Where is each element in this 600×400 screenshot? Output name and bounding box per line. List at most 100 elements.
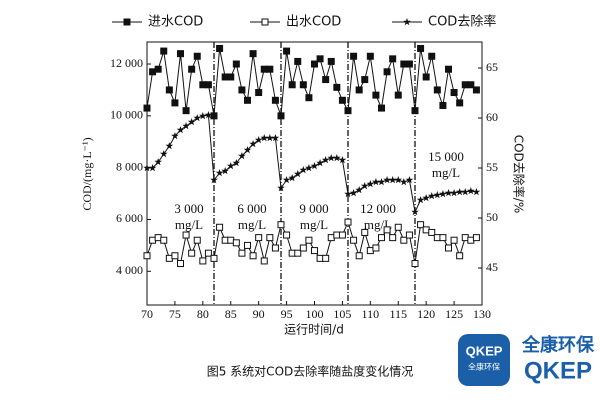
filled-square-marker <box>428 52 436 60</box>
filled-square-marker <box>249 50 257 58</box>
filled-square-marker <box>366 52 374 60</box>
filled-square-marker <box>160 47 168 55</box>
star-marker <box>260 134 269 142</box>
star-marker <box>333 154 341 162</box>
star-marker <box>266 134 274 142</box>
star-marker <box>310 162 319 170</box>
filled-square-marker <box>210 112 218 120</box>
open-square-marker <box>411 260 419 268</box>
filled-square-marker <box>294 57 302 65</box>
y-tick-label: 6 000 <box>116 211 143 225</box>
y-tick-label: 12 000 <box>110 56 143 70</box>
y2-tick-label: 45 <box>486 260 498 274</box>
star-marker <box>288 174 296 182</box>
open-square-marker <box>199 257 207 265</box>
filled-square-marker <box>266 65 274 73</box>
open-square-marker <box>383 226 391 234</box>
star-marker <box>204 111 213 119</box>
filled-square-marker <box>333 83 341 91</box>
star-marker <box>461 188 470 196</box>
open-square-marker <box>232 239 240 247</box>
star-marker <box>193 114 202 122</box>
star-marker <box>372 178 380 186</box>
star-marker <box>394 176 403 184</box>
phase-annotation: 9 000 <box>299 201 328 216</box>
y2-tick-label: 60 <box>486 110 498 124</box>
star-marker <box>366 180 375 188</box>
filled-square-marker <box>316 55 324 63</box>
filled-square-marker <box>433 86 441 94</box>
star-marker <box>316 159 324 167</box>
filled-square-marker <box>383 68 391 76</box>
x-tick-label: 105 <box>333 307 351 321</box>
open-square-marker <box>255 234 263 242</box>
legend-marker <box>261 18 269 26</box>
star-marker <box>254 136 263 144</box>
legend-label: 进水COD <box>148 15 203 30</box>
filled-square-marker <box>232 60 240 68</box>
filled-square-marker <box>311 60 318 68</box>
filled-square-marker <box>472 86 480 94</box>
filled-square-marker <box>417 44 425 52</box>
x-tick-label: 115 <box>389 307 407 321</box>
filled-square-marker <box>204 81 212 89</box>
open-square-marker <box>283 231 291 239</box>
open-square-marker <box>238 249 246 257</box>
star-marker <box>433 191 442 199</box>
open-square-marker <box>400 236 408 244</box>
star-marker <box>271 134 280 142</box>
phase-annotation: 12 000 <box>360 201 396 216</box>
star-marker <box>249 140 257 148</box>
x-tick-label: 120 <box>417 307 435 321</box>
star-marker <box>199 112 207 120</box>
star-marker <box>444 189 453 197</box>
open-square-marker <box>305 236 313 244</box>
filled-square-marker <box>143 104 151 112</box>
open-square-marker <box>472 234 480 242</box>
y-tick-label: 10 000 <box>110 108 143 122</box>
caption: 图5 系统对COD去除率随盐度变化情况 <box>207 364 414 379</box>
star-marker <box>321 156 330 164</box>
filled-square-marker <box>456 99 464 107</box>
open-square-marker <box>350 236 358 244</box>
star-marker <box>427 192 436 200</box>
open-square-marker <box>311 247 318 255</box>
logo-badge <box>458 334 510 386</box>
open-square-marker <box>260 257 268 265</box>
open-square-marker <box>143 252 151 260</box>
star-marker <box>355 186 363 194</box>
phase-annotation: mg/L <box>175 217 203 232</box>
filled-square-marker <box>154 65 162 73</box>
star-marker <box>455 188 464 196</box>
star-marker <box>148 164 157 172</box>
star-marker <box>243 146 252 154</box>
logo-name-cn: 全康环保 <box>521 334 595 356</box>
filled-square-marker <box>277 112 285 120</box>
open-square-marker <box>171 252 179 260</box>
series-line <box>146 48 477 117</box>
phase-annotation: mg/L <box>432 165 460 180</box>
filled-square-marker <box>344 107 352 115</box>
open-square-marker <box>177 260 184 268</box>
star-marker <box>210 176 218 184</box>
filled-square-marker <box>445 65 452 73</box>
filled-square-marker <box>238 86 246 94</box>
filled-square-marker <box>355 86 363 94</box>
filled-square-marker <box>244 96 251 104</box>
x-tick-label: 85 <box>225 307 237 321</box>
filled-square-marker <box>171 99 179 107</box>
filled-square-marker <box>299 81 307 89</box>
filled-square-marker <box>182 107 190 115</box>
star-marker <box>388 176 397 184</box>
open-square-marker <box>294 249 302 257</box>
star-marker <box>422 194 430 202</box>
filled-square-marker <box>361 76 369 84</box>
star-marker <box>377 178 386 186</box>
filled-square-marker <box>422 73 430 81</box>
filled-square-marker <box>372 91 380 99</box>
filled-square-marker <box>350 52 358 60</box>
x-tick-label: 75 <box>169 307 181 321</box>
star-marker <box>405 176 414 184</box>
y-tick-label: 4 000 <box>116 263 143 277</box>
star-marker <box>338 156 347 164</box>
